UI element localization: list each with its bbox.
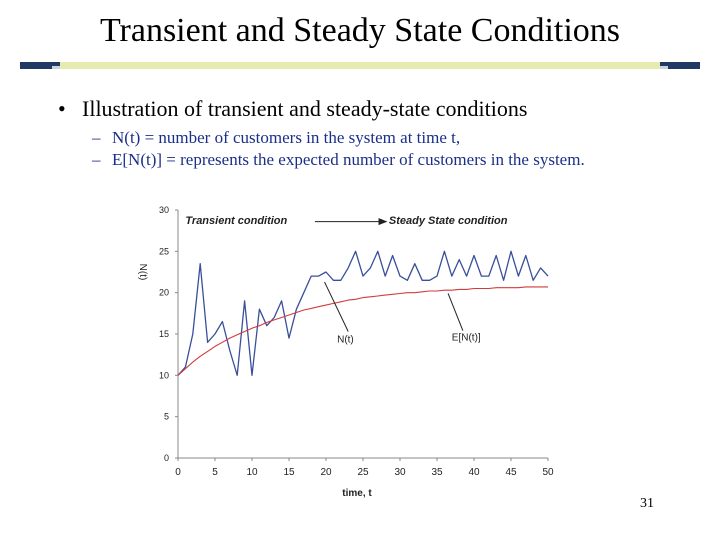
chart-axes: 0 5 10 15 20 25 30 0 5 10 15 20 25 30 35 40 45 50 time, t N… xyxy=(137,205,554,499)
y-tick-label: 15 xyxy=(159,329,169,339)
annotation-ent: E[N(t)] xyxy=(452,333,481,344)
main-bullet: • Illustration of transient and steady-st… xyxy=(58,96,527,122)
annotation-nt: N(t) xyxy=(337,334,354,345)
x-tick-label: 0 xyxy=(175,467,181,478)
sub-item-text: E[N(t)] = represents the expected number… xyxy=(112,150,585,169)
title-rule-cap-left xyxy=(20,62,52,69)
y-tick-label: 5 xyxy=(164,412,169,422)
sub-item-text: N(t) = number of customers in the system… xyxy=(112,128,461,147)
x-tick-label: 50 xyxy=(542,467,554,478)
page-number: 31 xyxy=(640,496,654,511)
series-line-nt xyxy=(177,250,549,376)
main-bullet-text: Illustration of transient and steady-sta… xyxy=(82,96,528,121)
x-tick-label: 40 xyxy=(468,467,480,478)
chart-annotations: Transient condition Steady State conditio… xyxy=(185,215,507,345)
sub-item-ent: – E[N(t)] = represents the expected numbe… xyxy=(92,150,585,170)
title-rule-cap-right xyxy=(668,62,700,69)
queue-chart: 0 5 10 15 20 25 30 0 5 10 15 20 25 30 35 40 45 50 time, t N… xyxy=(137,205,554,499)
x-tick-label: 45 xyxy=(505,467,517,478)
y-tick-label: 20 xyxy=(159,288,169,298)
pointer-ent xyxy=(447,293,464,331)
transition-arrow-head xyxy=(378,218,388,226)
annotation-transient: Transient condition xyxy=(185,215,287,227)
bullet-marker: • xyxy=(58,96,66,121)
annotation-steady: Steady State condition xyxy=(389,215,508,227)
dash-marker: – xyxy=(92,128,101,147)
series-line-ent xyxy=(177,286,548,376)
pointer-nt xyxy=(324,281,349,332)
y-tick-label: 25 xyxy=(159,246,169,256)
y-axis-label: N(t) xyxy=(137,264,148,281)
x-tick-label: 15 xyxy=(283,467,295,478)
x-axis-label: time, t xyxy=(342,488,372,499)
x-tick-label: 5 xyxy=(212,467,218,478)
x-tick-label: 30 xyxy=(394,467,406,478)
slide-title: Transient and Steady State Conditions xyxy=(99,12,621,49)
y-tick-label: 0 xyxy=(164,453,169,463)
dash-marker: – xyxy=(92,150,101,169)
title-rule-accent xyxy=(60,62,660,69)
x-tick-label: 10 xyxy=(246,467,258,478)
x-tick-label: 35 xyxy=(431,467,443,478)
y-tick-label: 30 xyxy=(159,205,169,215)
x-tick-label: 25 xyxy=(357,467,369,478)
chart-plot xyxy=(177,250,549,376)
x-tick-label: 20 xyxy=(320,467,332,478)
sub-item-nt: – N(t) = number of customers in the syste… xyxy=(92,128,460,148)
y-tick-label: 10 xyxy=(159,370,169,380)
